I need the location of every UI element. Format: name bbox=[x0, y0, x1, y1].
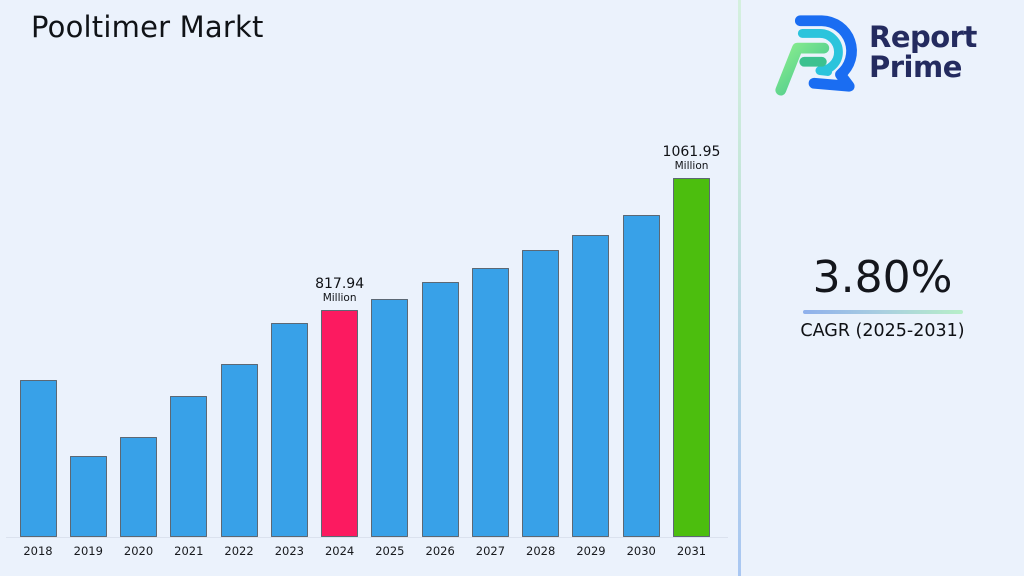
bar-2031 bbox=[673, 177, 710, 537]
data-label-unit: Million bbox=[322, 292, 357, 305]
x-tick-2024: 2024 bbox=[324, 544, 355, 558]
bar-2018 bbox=[19, 380, 57, 537]
cagr-underline bbox=[802, 310, 963, 314]
x-tick-2018: 2018 bbox=[23, 544, 53, 558]
panel-divider bbox=[738, 0, 741, 576]
chart-panel: Pooltimer Markt 2018 2019 2020 2021 2022 2023… bbox=[6, 10, 728, 558]
bar-2029 bbox=[572, 235, 610, 537]
page-title: Pooltimer Markt bbox=[31, 10, 264, 44]
x-tick-2025: 2025 bbox=[375, 544, 405, 558]
report-prime-logo: Report Prime bbox=[771, 8, 977, 96]
bar-2024 bbox=[321, 310, 359, 537]
x-tick-2027: 2027 bbox=[475, 544, 506, 558]
data-label-unit: Million bbox=[674, 159, 709, 172]
bar-2022 bbox=[220, 363, 258, 537]
report-prime-logo-text: Report Prime bbox=[869, 19, 977, 84]
x-tick-2022: 2022 bbox=[224, 544, 254, 558]
x-tick-2019: 2019 bbox=[73, 544, 103, 558]
x-axis-line bbox=[6, 537, 728, 538]
summary-panel: Report Prime 3.80% CAGR (2025-2031) bbox=[741, 0, 1024, 576]
data-label-2031: 1061.95 Million bbox=[663, 144, 721, 172]
x-tick-2031: 2031 bbox=[676, 544, 707, 558]
data-label-value: 817.94 bbox=[315, 275, 365, 292]
bar-2028 bbox=[522, 250, 560, 537]
logo-line-report: Report bbox=[869, 19, 977, 54]
cagr-label: CAGR (2025-2031) bbox=[800, 321, 965, 341]
bar-2027 bbox=[471, 268, 509, 537]
bar-2023 bbox=[270, 322, 308, 537]
data-label-value: 1061.95 bbox=[662, 143, 721, 160]
bar-2030 bbox=[622, 215, 660, 537]
bar-2021 bbox=[170, 395, 208, 537]
logo-line-prime: Prime bbox=[869, 50, 962, 84]
bar-2026 bbox=[421, 282, 459, 537]
x-tick-2029: 2029 bbox=[576, 544, 606, 558]
x-tick-2023: 2023 bbox=[274, 544, 304, 558]
x-tick-2021: 2021 bbox=[174, 544, 204, 558]
x-tick-2020: 2020 bbox=[123, 544, 154, 558]
bar-2025 bbox=[371, 299, 409, 537]
bar-2019 bbox=[69, 456, 107, 537]
bar-2020 bbox=[120, 437, 158, 537]
x-tick-2028: 2028 bbox=[526, 544, 556, 558]
report-prime-logo-icon bbox=[775, 15, 857, 96]
data-label-2024: 817.94 Million bbox=[315, 276, 364, 304]
cagr-block: 3.80% CAGR (2025-2031) bbox=[741, 252, 1024, 341]
cagr-value: 3.80% bbox=[812, 252, 953, 303]
x-tick-2026: 2026 bbox=[425, 544, 455, 558]
x-tick-2030: 2030 bbox=[626, 544, 656, 558]
